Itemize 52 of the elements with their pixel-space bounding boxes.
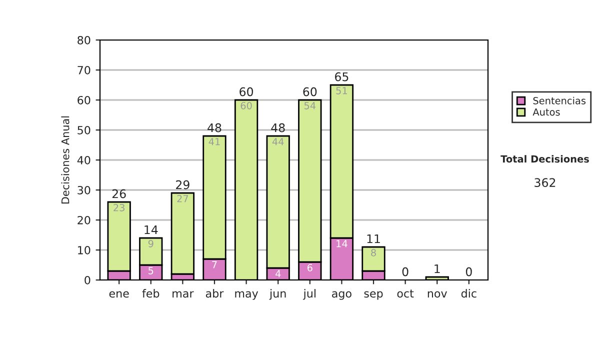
total-label: 60	[303, 87, 317, 96]
y-tick-label: 30	[78, 186, 90, 194]
data-label: 51	[336, 87, 347, 94]
data-label: 44	[272, 138, 284, 146]
data-label: 9	[148, 240, 154, 248]
total-label: 65	[335, 72, 348, 82]
x-tick-label: abr	[206, 289, 224, 298]
x-tick-label: jul	[303, 289, 316, 300]
total-label: 14	[144, 225, 158, 234]
legend-label: Autos	[532, 108, 560, 116]
y-axis-title: Decisiones Anual	[61, 116, 70, 204]
x-tick-label: mar	[172, 291, 194, 298]
y-tick-label: 20	[78, 216, 90, 224]
y-tick-label: 70	[78, 66, 90, 74]
y-tick-label: 60	[78, 96, 90, 104]
data-label: 7	[212, 261, 217, 268]
text: Total Decisiones	[500, 155, 589, 163]
y-tick-label: 10	[78, 246, 90, 254]
x-tick-label: nov	[428, 291, 447, 298]
total-label: 48	[208, 123, 222, 132]
total-label: 60	[240, 87, 254, 96]
x-tick-label: ene	[109, 291, 129, 298]
y-tick-label: 40	[77, 156, 90, 164]
x-tick-label: feb	[142, 289, 160, 298]
data-label: 14	[336, 240, 348, 248]
x-tick-label: ago	[332, 291, 352, 300]
data-label: 4	[275, 270, 281, 278]
data-label: 54	[304, 102, 316, 110]
data-label: 6	[307, 264, 312, 272]
data-label: 60	[240, 102, 252, 110]
data-label: 23	[114, 204, 124, 212]
y-tick-label: 80	[78, 36, 90, 44]
total-label: 0	[402, 267, 408, 276]
total-label: 0	[466, 267, 472, 276]
x-tick-label: oct	[397, 290, 414, 298]
data-label: 5	[148, 267, 154, 274]
total-label: 11	[367, 234, 380, 244]
total-label: 26	[112, 189, 126, 198]
x-tick-label: may	[235, 291, 258, 300]
data-label: 27	[177, 194, 188, 202]
text: 362	[534, 178, 556, 188]
y-tick-label: 0	[84, 276, 90, 284]
y-tick-label: 50	[78, 126, 90, 134]
total-label: 1	[434, 264, 440, 274]
data-label: 8	[371, 248, 376, 256]
legend-label: Sentencias	[533, 96, 586, 104]
x-tick-label: jun	[269, 289, 286, 300]
data-label: 41	[208, 138, 220, 146]
x-tick-label: sep	[364, 291, 383, 300]
x-tick-label: dic	[461, 289, 476, 298]
total-label: 48	[271, 123, 285, 132]
total-label: 29	[176, 180, 190, 190]
